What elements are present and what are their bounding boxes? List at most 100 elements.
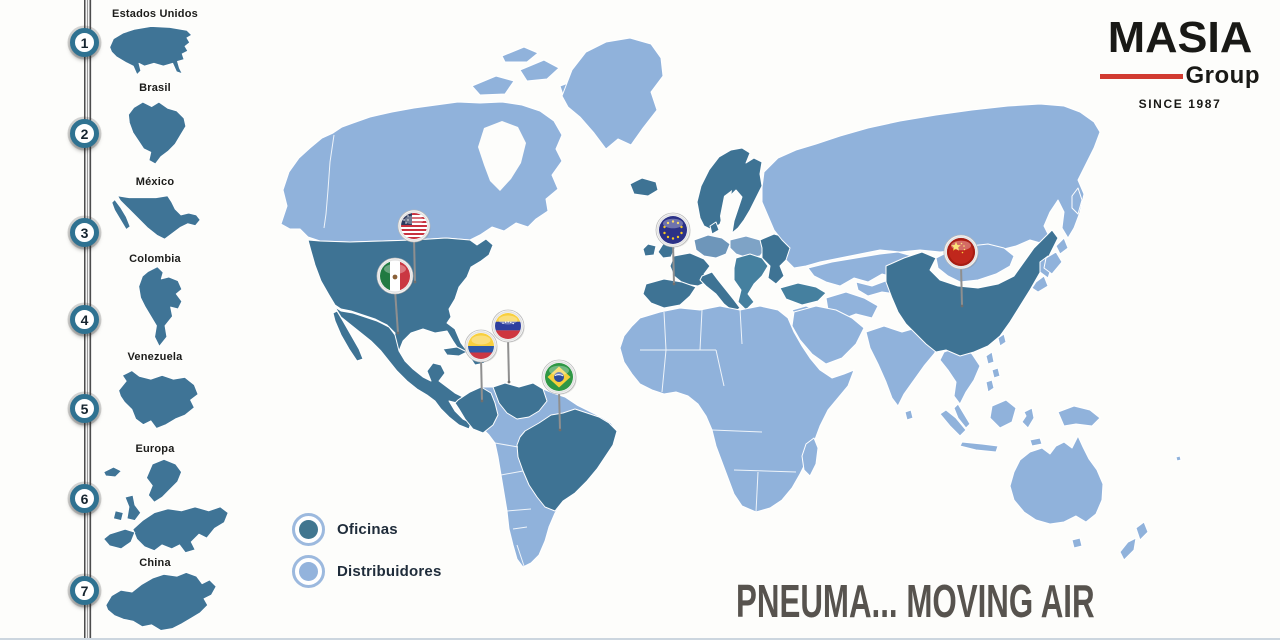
timeline-node-1: 1 <box>70 28 99 57</box>
cuba-shape <box>442 346 468 357</box>
mexico-thumbnail <box>111 195 201 240</box>
arctic-island <box>519 59 560 82</box>
denmark-shape <box>709 221 720 235</box>
offices-label: Oficinas <box>337 520 398 538</box>
baja-california <box>332 310 364 362</box>
logo-since-text: SINCE 1987 <box>1138 97 1222 111</box>
greenland-shape <box>561 37 664 150</box>
venezuela-flag <box>495 313 521 339</box>
node-number: 5 <box>80 400 89 417</box>
pin-venezuela <box>491 309 525 384</box>
logo-group-text: Group <box>1185 62 1260 89</box>
india-shape <box>865 325 943 407</box>
timeline-node-5: 5 <box>70 394 99 423</box>
timeline-node-6: 6 <box>70 484 99 513</box>
distributors-swatch-icon <box>292 554 325 588</box>
usa-thumbnail <box>109 26 192 75</box>
alaska-border <box>323 134 335 229</box>
sidebar-label-china: China <box>139 557 171 569</box>
pin-colombia <box>464 329 498 403</box>
legend-offices-row: Oficinas <box>292 512 441 546</box>
brazil-thumbnail <box>128 101 187 165</box>
sulawesi-shape <box>1021 407 1035 429</box>
eu-flag <box>659 216 687 244</box>
sidebar-label-brasil: Brasil <box>139 82 171 94</box>
china-thumbnail <box>105 572 217 631</box>
borneo-shape <box>989 399 1017 429</box>
malay-shape <box>953 403 971 429</box>
distributors-label: Distribuidores <box>337 562 442 580</box>
venezuela-shape <box>492 382 548 420</box>
timeline-node-3: 3 <box>70 218 99 247</box>
node-number: 1 <box>80 34 89 51</box>
ireland-shape <box>642 243 657 257</box>
sa-borders <box>494 442 532 567</box>
pin-europe <box>655 212 691 286</box>
node-number: 3 <box>80 224 89 241</box>
pin-china <box>943 234 979 308</box>
sidebar-label-europa: Europa <box>135 443 175 455</box>
baltic-sea <box>720 190 732 230</box>
logo-brand-text: MASIA <box>1107 13 1253 62</box>
node-number: 2 <box>80 125 89 142</box>
node-number: 6 <box>80 490 89 507</box>
sidebar-label-mexico: México <box>135 176 175 188</box>
java-shape <box>959 441 999 453</box>
africa-shape <box>619 305 855 513</box>
arctic-island <box>471 75 515 96</box>
europa-thumbnail <box>103 458 229 553</box>
japan-shape <box>1043 251 1063 275</box>
pin-brazil <box>541 359 577 432</box>
australia-shape <box>1009 435 1104 525</box>
sidebar-label-colombia: Colombia <box>129 253 181 265</box>
usa-shape <box>307 237 494 354</box>
philippines-shape <box>985 351 995 365</box>
poland-shape <box>729 235 767 259</box>
scandinavia-shape <box>696 147 763 234</box>
usa-flag <box>401 213 427 239</box>
iceland-shape <box>629 177 659 197</box>
new-zealand-shape <box>1119 537 1137 561</box>
timeline-node-7: 7 <box>70 576 99 605</box>
pin-usa <box>397 209 431 284</box>
bottom-divider <box>0 638 1280 640</box>
node-number: 7 <box>80 582 89 599</box>
brazil-shape <box>516 408 618 512</box>
russia-shape <box>761 103 1101 269</box>
legend-distributors-row: Distribuidores <box>292 554 441 588</box>
new-zealand-shape <box>1135 521 1149 541</box>
philippines-shape <box>991 367 1001 379</box>
timeline-node-4: 4 <box>70 305 99 334</box>
germany-shape <box>693 234 731 259</box>
colombia-flag <box>468 333 494 359</box>
arabia-shape <box>791 305 865 365</box>
sidebar-label-estados-unidos: Estados Unidos <box>112 8 198 20</box>
arctic-island <box>501 46 539 63</box>
srilanka-shape <box>904 409 914 421</box>
turkey-shape <box>779 282 827 306</box>
map-legend: Oficinas Distribuidores <box>292 512 441 596</box>
madagascar-shape <box>801 437 819 477</box>
sumatra-shape <box>939 409 967 437</box>
timor-shape <box>1029 437 1043 447</box>
japan-shape <box>1055 237 1069 255</box>
colombia-thumbnail <box>138 266 183 347</box>
offices-swatch-icon <box>292 512 325 546</box>
taiwan-shape <box>997 333 1007 347</box>
hudson-bay <box>478 121 526 191</box>
balkans-shape <box>733 253 769 311</box>
pin-mexico <box>376 257 414 335</box>
mexico-flag <box>380 261 410 291</box>
venezuela-thumbnail <box>118 370 199 429</box>
node-number: 4 <box>80 311 89 328</box>
tagline-text: PNEUMA... MOVING AIR <box>736 575 1095 627</box>
brazil-flag <box>545 363 573 391</box>
sidebar-label-venezuela: Venezuela <box>127 351 183 363</box>
newguinea-shape <box>1057 405 1101 427</box>
philippines-shape <box>985 379 995 393</box>
timeline-node-2: 2 <box>70 119 99 148</box>
africa-borders <box>640 308 797 513</box>
japan-shape <box>1031 275 1049 293</box>
